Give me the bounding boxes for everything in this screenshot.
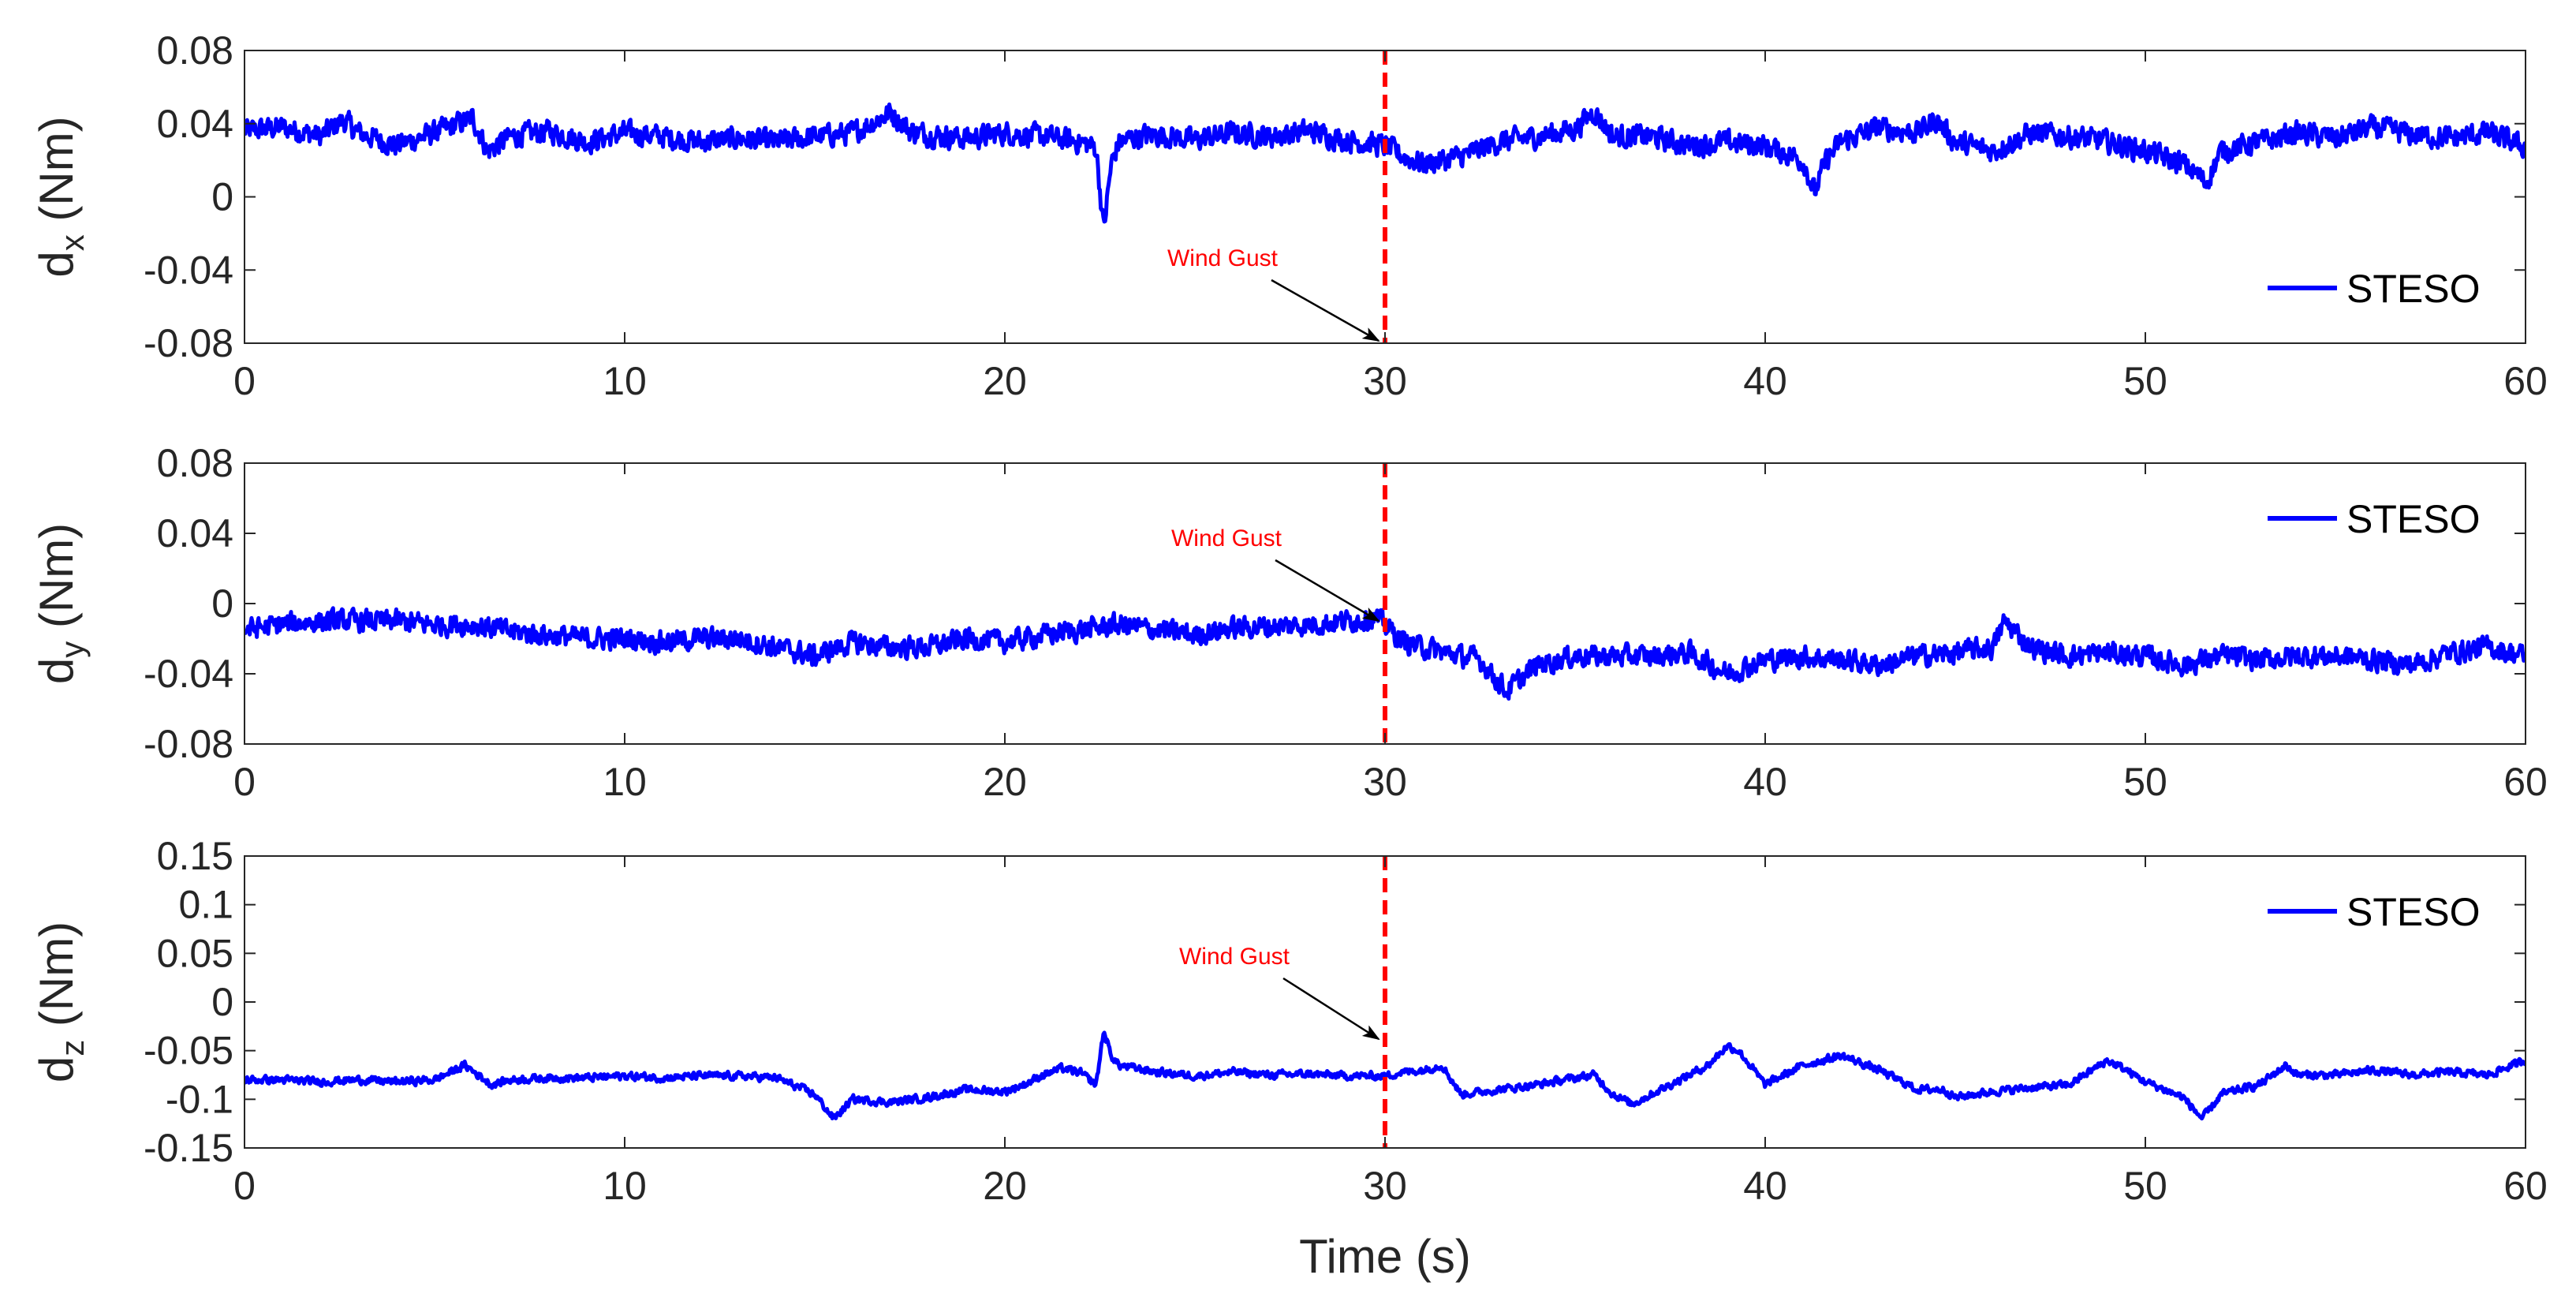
y-tick-label: 0 <box>211 581 233 626</box>
y-tick-label: 0 <box>211 175 233 219</box>
legend: STESO <box>2268 267 2480 311</box>
annotation-arrow <box>1275 559 1380 622</box>
y-tick-label: 0 <box>211 980 233 1024</box>
x-tick-label: 50 <box>2123 760 2167 804</box>
y-tick-label: 0.15 <box>157 834 233 878</box>
x-tick-label: 40 <box>1743 760 1787 804</box>
panel-z: 0 10 20 30 40 50 60 0.15 0.10.05 0 -0.05-0.1 -0.15 d… <box>30 834 2548 1283</box>
x-tick-label: 0 <box>233 359 256 403</box>
series-line-z <box>245 1030 2526 1121</box>
x-tick-label: 60 <box>2503 760 2548 804</box>
legend-label: STESO <box>2346 890 2480 934</box>
y-tick-label: 0.04 <box>157 511 233 555</box>
y-tick-label: -0.15 <box>144 1126 233 1170</box>
x-tick-label: 0 <box>233 760 256 804</box>
wind-gust-annotation: Wind Gust <box>1179 944 1290 970</box>
y-tick-label: 0.08 <box>157 28 233 73</box>
x-tick-label: 20 <box>983 1164 1027 1208</box>
legend-label: STESO <box>2346 267 2480 311</box>
x-tick-label: 40 <box>1743 359 1787 403</box>
y-tick-label: 0.1 <box>178 883 233 927</box>
y-tick-label: 0.05 <box>157 931 233 975</box>
annotation-arrow <box>1271 279 1380 342</box>
x-tick-label: 10 <box>603 760 647 804</box>
legend: STESO <box>2268 497 2480 541</box>
x-tick-label: 50 <box>2123 359 2167 403</box>
legend-label: STESO <box>2346 497 2480 541</box>
y-axis-label: dy (Nm) <box>30 523 91 684</box>
wind-gust-annotation: Wind Gust <box>1167 245 1279 271</box>
y-tick-label: -0.08 <box>144 321 233 365</box>
legend: STESO <box>2268 890 2480 934</box>
x-tick-label: 30 <box>1363 760 1407 804</box>
x-tick-label: 60 <box>2503 1164 2548 1208</box>
wind-gust-annotation: Wind Gust <box>1171 525 1282 551</box>
y-tick-label: -0.05 <box>144 1029 233 1073</box>
x-tick-label: 30 <box>1363 1164 1407 1208</box>
x-tick-label: 10 <box>603 1164 647 1208</box>
x-tick-label: 60 <box>2503 359 2548 403</box>
x-tick-label: 20 <box>983 760 1027 804</box>
y-tick-label: -0.04 <box>144 248 233 292</box>
x-tick-label: 30 <box>1363 359 1407 403</box>
y-axis-label: dx (Nm) <box>30 116 91 277</box>
y-axis-label: dz (Nm) <box>30 922 91 1082</box>
panel-x: 0 10 20 30 40 50 60 0.08 0.04 0 -0.04 -0.08 dx (Nm) S… <box>30 28 2548 403</box>
y-tick-label: 0.04 <box>157 102 233 146</box>
y-tick-label: -0.1 <box>166 1077 233 1121</box>
y-tick-label: -0.08 <box>144 722 233 766</box>
x-axis-label: Time (s) <box>1299 1230 1471 1283</box>
x-tick-label: 50 <box>2123 1164 2167 1208</box>
y-tick-label: 0.08 <box>157 441 233 485</box>
y-tick-label: -0.04 <box>144 652 233 696</box>
panel-y: 0 10 20 30 40 50 60 0.08 0.04 0 -0.04 -0.08 dy (Nm) S… <box>30 441 2548 804</box>
x-tick-label: 10 <box>603 359 647 403</box>
x-tick-label: 0 <box>233 1164 256 1208</box>
x-tick-label: 20 <box>983 359 1027 403</box>
x-tick-label: 40 <box>1743 1164 1787 1208</box>
annotation-arrow <box>1282 977 1380 1041</box>
